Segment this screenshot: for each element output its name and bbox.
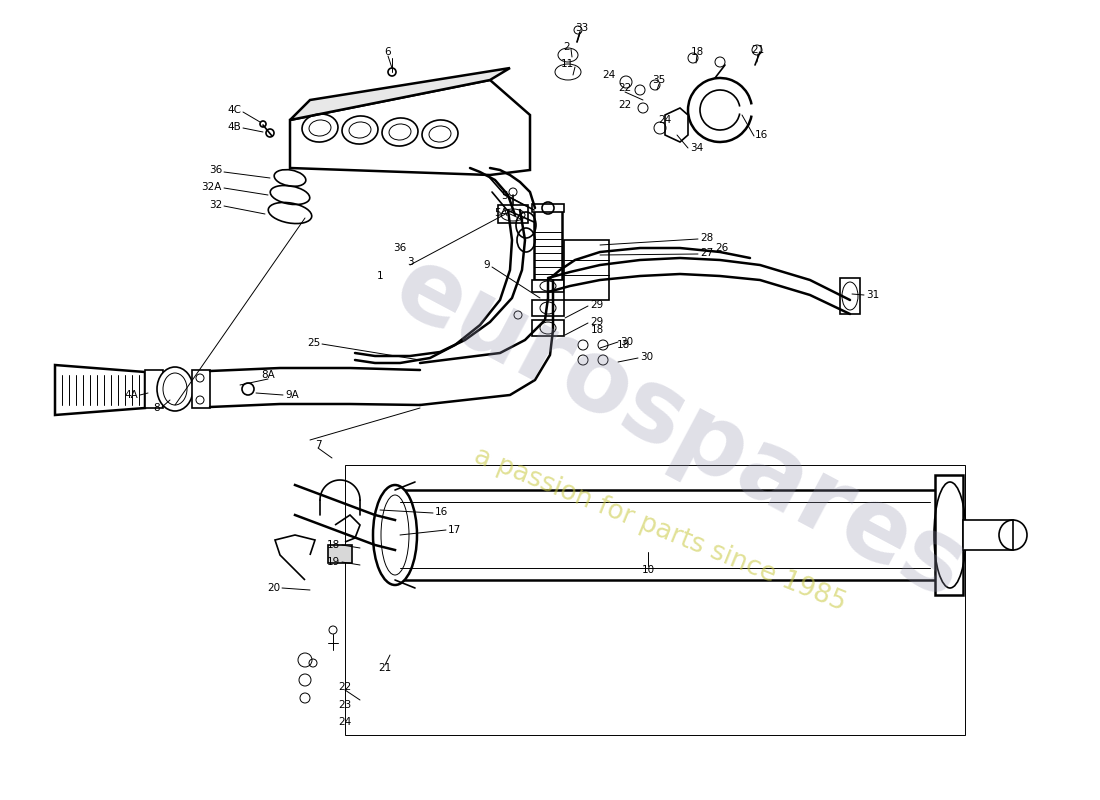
Text: 26: 26 <box>715 243 728 253</box>
Bar <box>935 475 962 595</box>
Text: 28: 28 <box>700 233 713 243</box>
Polygon shape <box>290 80 530 175</box>
Text: 2: 2 <box>563 42 570 52</box>
Bar <box>532 280 564 292</box>
Text: 24: 24 <box>603 70 616 80</box>
Text: 6: 6 <box>385 47 392 57</box>
Bar <box>534 210 562 280</box>
Text: 27: 27 <box>700 248 713 258</box>
Text: 16: 16 <box>755 130 768 140</box>
Text: 22: 22 <box>339 682 352 692</box>
Text: 4C: 4C <box>227 105 241 115</box>
Text: 22: 22 <box>618 100 631 110</box>
Text: 20: 20 <box>267 583 280 593</box>
Bar <box>192 370 210 408</box>
Text: 11: 11 <box>561 59 574 69</box>
Bar <box>532 300 564 316</box>
Text: 34: 34 <box>690 143 703 153</box>
Text: 18: 18 <box>327 540 340 550</box>
Text: 23: 23 <box>339 700 352 710</box>
Text: 25: 25 <box>307 338 320 348</box>
Text: 29: 29 <box>590 317 603 327</box>
Text: 36: 36 <box>209 165 222 175</box>
Text: 9: 9 <box>483 260 490 270</box>
Text: 17: 17 <box>448 525 461 535</box>
Ellipse shape <box>373 485 417 585</box>
Text: 9A: 9A <box>285 390 299 400</box>
Text: 10: 10 <box>641 565 654 575</box>
Text: 1: 1 <box>376 271 383 281</box>
Text: 8: 8 <box>153 403 159 413</box>
Text: 31: 31 <box>866 290 879 300</box>
Text: a passion for parts since 1985: a passion for parts since 1985 <box>470 443 850 617</box>
Bar <box>498 205 528 223</box>
Text: 5A: 5A <box>494 208 508 218</box>
Ellipse shape <box>157 367 192 411</box>
Text: 32A: 32A <box>201 182 222 192</box>
Text: 4A: 4A <box>124 390 138 400</box>
Text: 33: 33 <box>575 23 589 33</box>
Text: 4B: 4B <box>228 122 241 132</box>
Text: 16: 16 <box>434 507 449 517</box>
Text: 3: 3 <box>407 257 414 267</box>
Bar <box>145 370 163 408</box>
Text: 32: 32 <box>209 200 222 210</box>
Text: 35: 35 <box>652 75 666 85</box>
Text: 18: 18 <box>617 340 630 350</box>
Text: 18: 18 <box>591 325 604 335</box>
Text: 19: 19 <box>327 557 340 567</box>
Text: 18: 18 <box>691 47 704 57</box>
Text: 22: 22 <box>618 83 631 93</box>
Bar <box>532 320 564 336</box>
Bar <box>840 278 860 314</box>
Polygon shape <box>290 68 510 120</box>
Text: 36: 36 <box>394 243 407 253</box>
Bar <box>328 545 352 563</box>
Text: 21: 21 <box>751 45 764 55</box>
Polygon shape <box>55 365 145 415</box>
Bar <box>345 465 965 735</box>
Text: 7: 7 <box>315 440 321 450</box>
Text: 5: 5 <box>502 191 508 201</box>
Text: 30: 30 <box>640 352 653 362</box>
Bar <box>564 240 609 300</box>
Polygon shape <box>666 108 688 142</box>
Text: 29: 29 <box>590 300 603 310</box>
Text: eurospares: eurospares <box>378 238 982 622</box>
Text: 21: 21 <box>378 663 392 673</box>
Text: 24: 24 <box>659 115 672 125</box>
Bar <box>395 490 940 580</box>
Text: 24: 24 <box>339 717 352 727</box>
Bar <box>962 520 1013 550</box>
Text: 8A: 8A <box>261 370 275 380</box>
Bar <box>532 204 564 212</box>
Text: 30: 30 <box>620 337 634 347</box>
